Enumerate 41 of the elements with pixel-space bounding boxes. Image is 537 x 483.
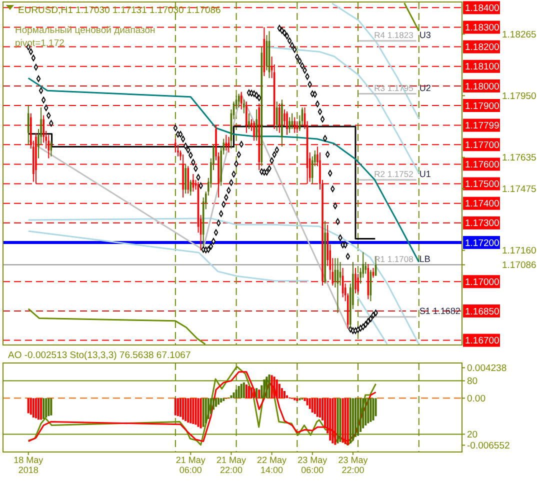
ref-line-label: 1.17400 [465,198,500,210]
annotation: Нормальный ценовой диапазон [15,25,156,36]
y-tick-label: 0.00 [467,393,486,404]
ref-line-label: 1.16700 [465,336,500,347]
ref-line-label: 1.18400 [465,3,500,14]
ref-line-label: 1.17000 [465,276,500,288]
y-tick-label: 1.17160 [502,246,536,257]
y-tick-label: 1.17635 [502,152,536,164]
annotation: LB [419,254,430,264]
y-tick-label: -0.006552 [467,440,510,452]
x-tick-label: 21 May 06:00 [176,455,206,475]
annotation: R4 1.1823 [374,30,414,40]
y-tick-label: 1.18265 [502,29,536,40]
x-tick-label: 21 May 22:00 [216,455,246,475]
x-tick-label: 18 May 2018 [14,455,44,475]
ref-line-label: 1.17600 [465,160,500,171]
ref-line-label: 1.17700 [465,140,500,151]
annotation: U3 [419,30,431,40]
y-tick-label: 1.17950 [502,91,536,102]
y-tick-label: 0.004238 [467,363,507,374]
ref-line-label: 1.18100 [465,62,500,73]
ref-line-label: 1.16850 [465,306,500,318]
ref-line-label: 1.17500 [465,179,500,190]
ref-line-label: 1.18300 [465,22,500,34]
ref-line-label: 1.18200 [465,42,500,54]
ref-line-label: 1.17799 [465,120,500,132]
chart-title: AO -0.002513 Sto(13,3,3) 76.5638 67.1067 [8,350,191,361]
ref-line-label: 1.17900 [465,100,500,112]
ref-line-label: 1.17300 [465,218,500,230]
x-tick-label: 22 May 14:00 [257,455,288,475]
y2-tick-label: 20 [467,430,478,441]
y-tick-label: 1.17475 [502,184,536,195]
annotation: U1 [419,168,431,179]
ref-line-label: 1.17200 [465,238,500,249]
y-tick-label: 1.17086 [502,260,536,272]
annotation: R2 1.1752 [374,168,414,179]
ref-line-label: 1.18000 [465,81,500,92]
chart-title: EURUSD,H1 1.17030 1.17131 1.17030 1.17086 [18,5,221,16]
y2-tick-label: 80 [467,376,478,388]
x-tick-label: 23 May 22:00 [338,455,368,475]
x-tick-label: 23 May 06:00 [298,455,328,475]
